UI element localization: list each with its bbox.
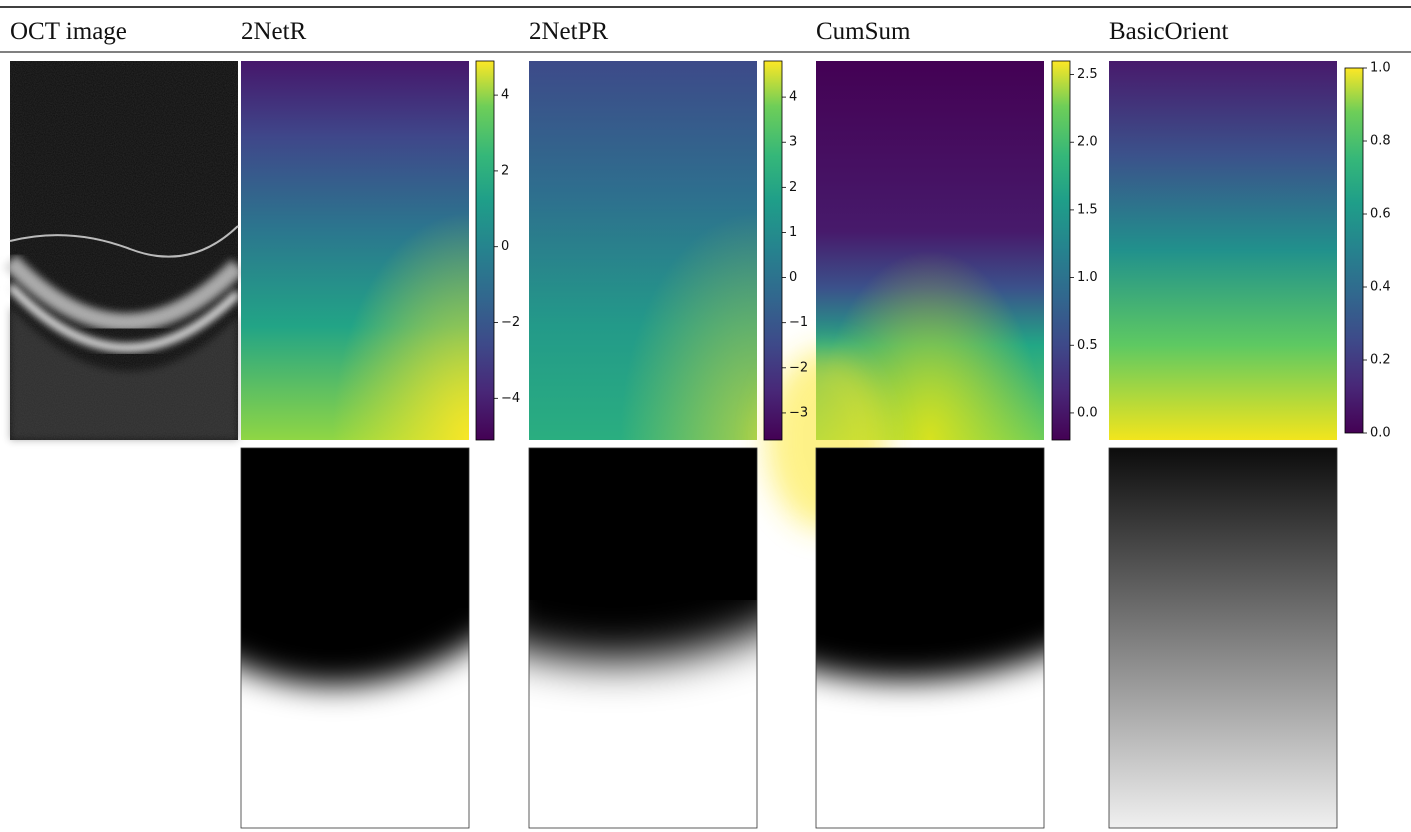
- column-header: BasicOrient: [1109, 18, 1228, 45]
- colorbar-tick-label: 0.2: [1370, 353, 1391, 368]
- colorbar-tick-label: 2.5: [1077, 67, 1098, 82]
- colorbar-tick-label: −2: [789, 360, 808, 375]
- colorbar: [476, 61, 494, 440]
- colorbar-tick-label: 0.6: [1370, 207, 1391, 222]
- mask-image: [1109, 448, 1337, 828]
- colorbar-tick-label: 1: [789, 225, 797, 240]
- colorbar-tick-label: 1.0: [1370, 61, 1391, 76]
- mask-dark-top: [241, 448, 469, 608]
- colorbar: [1345, 68, 1363, 433]
- mask-image: [201, 408, 509, 828]
- colorbar-tick-label: 0.8: [1370, 134, 1391, 149]
- colorbar-tick-label: 1.5: [1077, 202, 1098, 217]
- colorbar-tick-label: 1.0: [1077, 270, 1098, 285]
- mask-dark-top: [529, 448, 757, 600]
- colorbar: [1052, 61, 1070, 440]
- map-highlight: [241, 61, 469, 440]
- colorbar-tick-label: 0.0: [1370, 426, 1391, 441]
- column-header: CumSum: [816, 18, 911, 45]
- colorbar-tick-label: 2: [789, 180, 797, 195]
- figure: OCT image 2NetR 2NetPR CumSum BasicOrient 4 2 0…: [0, 0, 1411, 832]
- oct-image: [10, 61, 238, 440]
- colorbar-tick-label: 0: [789, 270, 797, 285]
- colorbar-tick-label: 0.0: [1077, 405, 1098, 420]
- column-header: 2NetPR: [529, 18, 609, 45]
- colorbar-tick-label: 4: [789, 90, 797, 105]
- colorbar-tick-label: 0.5: [1077, 338, 1098, 353]
- colorbar-tick-label: 3: [789, 135, 797, 150]
- mask-dark-top: [816, 448, 1044, 620]
- body: OCT image 2NetR 2NetPR CumSum BasicOrient 4 2 0…: [0, 0, 1411, 832]
- page: {"header": {"columns": ["OCT image", "2N…: [0, 0, 1411, 832]
- colorbar-tick-label: 0.4: [1370, 280, 1391, 295]
- colorbar: [764, 61, 782, 440]
- mask-image: [776, 408, 1084, 828]
- colorbar-tick-label: 0: [501, 239, 509, 254]
- colorbar-tick-label: −4: [501, 391, 520, 406]
- colorbar-tick-label: 2.0: [1077, 135, 1098, 150]
- column-header: 2NetR: [241, 18, 307, 45]
- colorbar-tick-label: −3: [789, 405, 808, 420]
- map-image: [1109, 61, 1337, 440]
- colorbar-tick-label: 2: [501, 163, 509, 178]
- colorbar-tick-label: 4: [501, 88, 509, 103]
- map-highlight: [529, 61, 757, 440]
- colorbar-tick-label: −1: [789, 315, 808, 330]
- mask-image: [489, 408, 797, 828]
- colorbar-tick-label: −2: [501, 315, 520, 330]
- column-header: OCT image: [10, 18, 127, 45]
